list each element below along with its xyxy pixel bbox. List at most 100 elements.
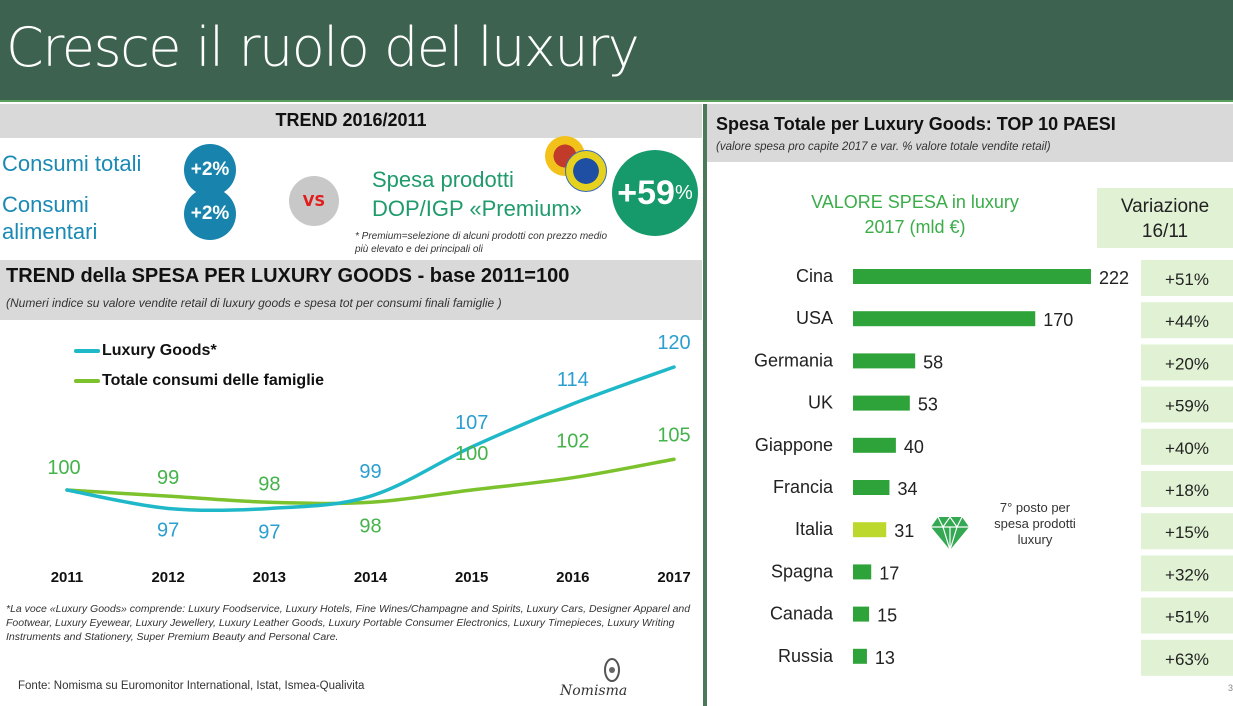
page-title: Cresce il ruolo del luxury [6,16,640,79]
variation-cell [1141,471,1233,507]
footnote: *La voce «Luxury Goods» comprende: Luxur… [6,603,691,643]
country-label: Cina [796,266,834,286]
variation-value: +32% [1165,565,1209,584]
variation-cell [1141,555,1233,592]
x-tick-label: 2016 [556,569,589,586]
vertical-divider [703,104,707,706]
totale-data-label: 99 [157,467,179,489]
igp-seal-icon [565,150,607,192]
consumi-totali-label: Consumi totali [2,151,142,176]
country-label: Francia [773,477,834,497]
top10-header: Spesa Totale per Luxury Goods: TOP 10 PA… [707,104,1233,162]
country-label: Germania [754,350,834,370]
totale-consumi-line [65,457,676,506]
totale-data-label: 98 [359,515,381,537]
luxury-data-label: 99 [359,461,381,483]
variazione-header: Variazione 16/11 [1097,188,1233,248]
bar-uk [853,395,910,411]
bar-value-label: 222 [1099,268,1129,288]
x-tick-label: 2014 [354,569,388,586]
legend-totale-label: Totale consumi delle famiglie [102,372,324,389]
bar-giappone [853,437,896,453]
premium-label: Spesa prodotti DOP/IGP «Premium» [372,165,582,223]
trend-header: TREND 2016/2011 [0,104,702,138]
bar-chart: Cina 222 +51% USA 170 +44% Germania 58 +20% UK 53 +… [754,260,1233,676]
consumi-alimentari-line2: alimentari [2,219,98,244]
bar-value-label: 13 [875,648,895,668]
bar-value-label: 34 [897,479,917,499]
trend-heading: TREND 2016/2011 [275,110,427,130]
variation-cell [1141,428,1233,465]
x-tick-label: 2011 [51,569,84,586]
spesa-subheading: (Numeri indice su valore vendite retail … [6,296,502,310]
bar-francia [853,480,890,495]
valore-line2: 2017 (mld €) [864,217,966,237]
title-bar: Cresce il ruolo del luxury [0,0,1233,102]
country-label: Italia [795,519,834,539]
line-chart: 97 97 99 107 114 120 100 99 98 98 100 102 105 2011 201… [47,332,690,586]
variation-cell [1141,260,1233,296]
variazione-line2: 16/11 [1141,221,1189,242]
country-label: USA [796,308,833,328]
variation-cell [1141,344,1233,381]
variation-value: +63% [1165,650,1209,669]
country-label: Spagna [771,561,834,581]
bar-russia [853,648,867,664]
legend-totale-swatch [74,379,100,383]
luxury-data-label: 114 [557,369,589,391]
variation-cell [1141,597,1233,634]
x-tick-label: 2013 [253,569,286,586]
totale-data-label: 102 [556,431,589,453]
totale-data-label: 100 [47,457,80,479]
spesa-heading: TREND della SPESA PER LUXURY GOODS - bas… [6,265,570,287]
legend-luxury-swatch [74,349,100,353]
x-tick-label: 2012 [151,569,184,586]
country-label: Canada [770,604,834,624]
legend-luxury: Luxury Goods* [74,342,217,360]
consumi-totali-badge: +2% [184,144,236,196]
luxury-goods-line [65,365,676,513]
bar-usa [853,311,1036,327]
variation-value: +18% [1165,481,1209,500]
italia-note-line3: luxury [1017,532,1053,547]
logo-emblem-icon [604,658,620,682]
premium-line1: Spesa prodotti [372,167,514,192]
bar-value-label: 40 [904,437,924,457]
legend-totale: Totale consumi delle famiglie [74,372,324,390]
variazione-line1: Variazione [1120,196,1210,217]
luxury-data-label: 97 [157,519,179,541]
logo-text: Nomisma [560,683,628,699]
valore-line1: VALORE SPESA in luxury [811,192,1019,212]
consumi-alimentari-label: Consumi alimentari [2,191,97,245]
totale-data-label: 100 [455,443,488,465]
bar-italia [853,522,887,538]
premium-value: +59 [617,173,675,212]
variation-value: +44% [1165,312,1209,331]
luxury-data-label: 120 [657,332,690,354]
top10-heading: Spesa Totale per Luxury Goods: TOP 10 PA… [716,114,1116,134]
valore-header: VALORE SPESA in luxury 2017 (mld €) [770,190,1060,240]
luxury-data-label: 107 [455,412,488,434]
bar-value-label: 15 [877,606,897,626]
variation-value: +51% [1165,270,1209,289]
bar-value-label: 53 [918,395,938,415]
bar-value-label: 170 [1043,310,1073,330]
country-label: UK [808,393,833,413]
variation-cell [1141,639,1233,676]
variation-value: +40% [1165,439,1209,458]
x-tick-label: 2017 [657,569,690,586]
top10-subheading: (valore spesa pro capite 2017 e var. % v… [716,141,1051,153]
premium-badge: +59% [612,150,698,236]
premium-line2: DOP/IGP «Premium» [372,196,582,221]
luxury-data-label: 97 [258,521,280,543]
variation-value: +20% [1165,354,1209,373]
bar-value-label: 31 [894,521,914,541]
vs-badge: VS [289,176,339,226]
variation-cell [1141,302,1233,339]
variation-value: +59% [1165,397,1209,416]
x-tick-label: 2015 [455,569,488,586]
nomisma-logo: Nomisma [558,655,627,705]
diamond-icon [931,515,969,551]
totale-data-label: 98 [258,473,280,495]
consumi-alimentari-line1: Consumi [2,192,89,217]
